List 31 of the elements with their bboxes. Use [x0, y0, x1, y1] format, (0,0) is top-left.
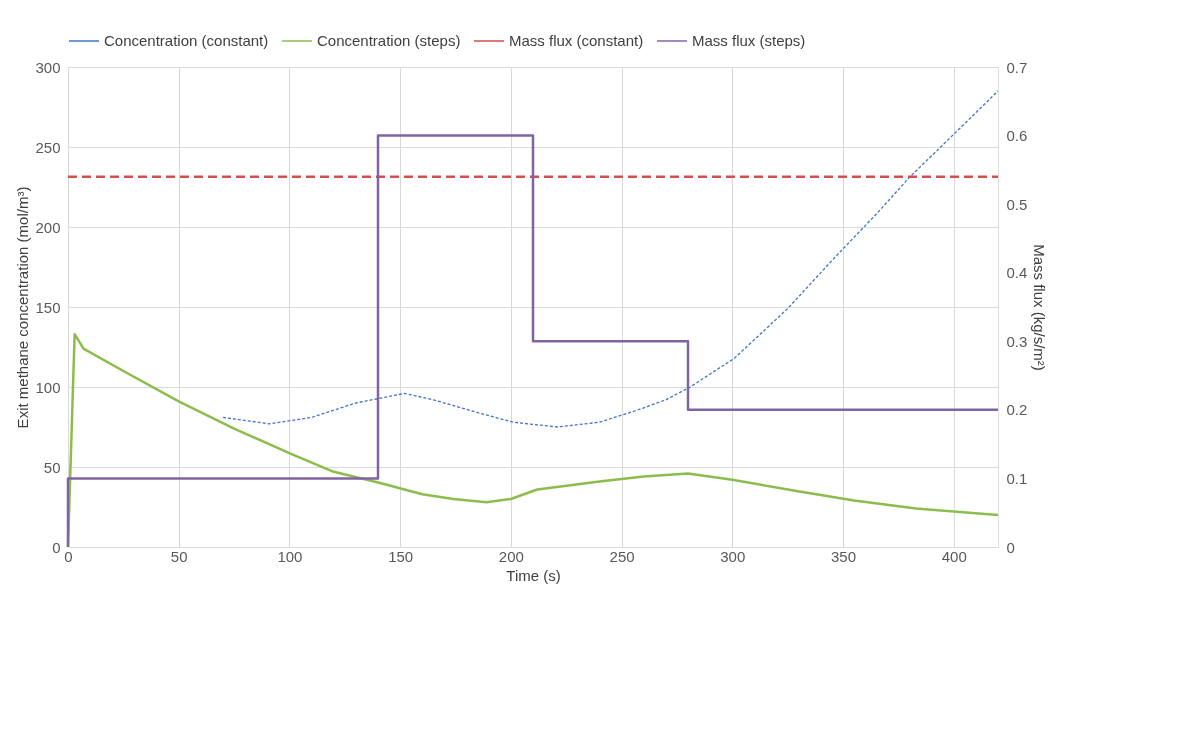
x-tick-label: 0: [64, 547, 73, 565]
y2-tick-label: 0.7: [1006, 58, 1028, 76]
y2-tick-label: 0.6: [1006, 127, 1028, 145]
x-tick-label: 400: [941, 547, 967, 565]
x-tick-label: 350: [830, 547, 857, 565]
line-series: [222, 90, 999, 428]
x-axis-title: Time (s): [506, 566, 561, 584]
y-axis-title: Exit methane concentration (mol/m³): [14, 186, 32, 429]
y2-tick-label: 0.5: [1006, 195, 1028, 213]
x-tick-label: 50: [170, 547, 188, 565]
y-tick-label: 150: [35, 298, 61, 316]
y-tick-label: 50: [43, 458, 61, 476]
x-tick-label: 300: [720, 547, 746, 565]
x-tick-label: 200: [498, 547, 524, 565]
legend-label: Mass flux (steps): [692, 32, 806, 49]
y2-tick-label: 0.4: [1006, 264, 1028, 282]
line-series: [66, 134, 1000, 549]
legend-label: Mass flux (constant): [509, 32, 644, 49]
x-tick-label: 100: [277, 547, 303, 565]
x-tick-label: 250: [609, 547, 635, 565]
y2-tick-label: 0.1: [1006, 469, 1028, 487]
y2-tick-label: 0.2: [1006, 401, 1028, 419]
y-tick-label: 200: [35, 218, 61, 236]
legend-label: Concentration (steps): [317, 32, 461, 49]
legend-label: Concentration (constant): [104, 32, 269, 49]
x-tick-label: 150: [388, 547, 414, 565]
y-tick-label: 300: [35, 58, 61, 76]
y-tick-label: 250: [35, 138, 61, 156]
y2-tick-label: 0.3: [1006, 332, 1028, 350]
y-tick-label: 100: [35, 378, 61, 396]
y2-axis-title: Mass flux (kg/s/m²): [1031, 244, 1049, 371]
